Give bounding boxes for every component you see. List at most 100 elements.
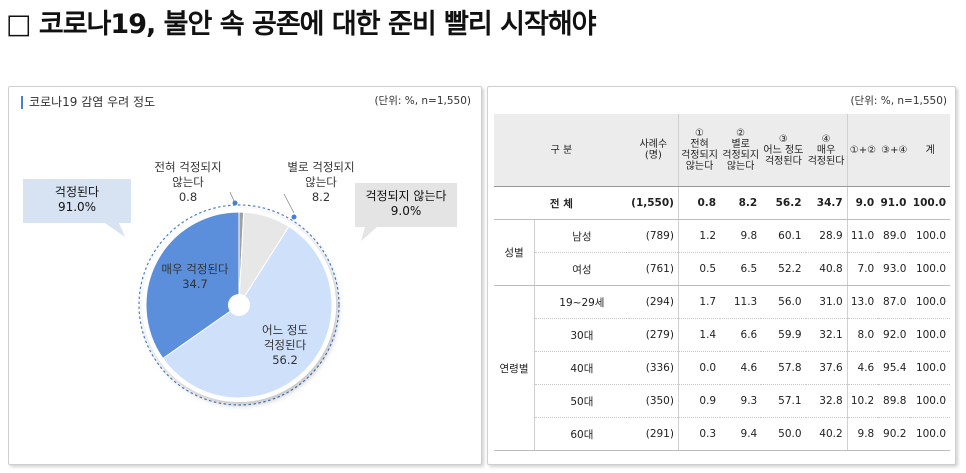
table-row: 연령별 19~29세 (294) 1.7 11.3 56.0 31.0 13.0 87.0 100… <box>494 285 950 451</box>
cell: 37.6 <box>805 351 848 385</box>
pie-chart <box>23 179 457 406</box>
cell: 50.0 <box>761 417 806 451</box>
label-not-at-all: 전혀 걱정되지 않는다 0.8 <box>143 160 233 205</box>
cell: 9.0 <box>846 186 879 220</box>
table-row: 40대 (336) 0.0 4.6 57.8 37.6 4.6 95.4 100.0 <box>494 351 950 385</box>
row-label: 40대 <box>534 351 629 385</box>
callout-noworry-bubble <box>355 183 457 241</box>
cell: 100.0 <box>910 219 950 253</box>
cell: 0.0 <box>677 351 721 385</box>
group-label: 성별 <box>494 219 535 286</box>
cell: 0.8 <box>677 186 721 220</box>
header-c4-l3: 걱정된다 <box>807 155 845 167</box>
header-c1-l2: 전혀 <box>690 139 709 150</box>
cell: 56.0 <box>761 285 806 319</box>
cell: 0.5 <box>677 252 721 286</box>
label-somewhat-l1: 어느 정도 <box>262 323 308 337</box>
header-c1-l3: 걱정되지 <box>681 150 718 161</box>
cell: 100.0 <box>910 417 950 451</box>
header-c1: ① 전혀 걱정되지 않는다 <box>677 114 721 187</box>
cell: 100.0 <box>910 186 950 220</box>
pie-panel-title: 코로나19 감염 우려 정도 <box>21 96 155 109</box>
label-somewhat: 어느 정도 걱정된다 56.2 <box>245 323 325 368</box>
callout-worry-bubble <box>23 179 131 237</box>
cell: 28.9 <box>805 219 848 253</box>
cell: 100.0 <box>910 252 950 286</box>
cell: 92.0 <box>878 318 911 352</box>
cell: (291) <box>628 417 679 451</box>
cell: 9.8 <box>720 219 762 253</box>
cell: 100.0 <box>910 318 950 352</box>
header-category: 구 분 <box>494 114 629 187</box>
callout-worry-value: 91.0% <box>57 200 97 214</box>
row-label: 남성 <box>534 219 629 253</box>
cell: 10.2 <box>846 384 879 418</box>
header-c3-l2: 어느 정도 <box>763 144 804 156</box>
label-not-much-l1: 별로 걱정되지 <box>287 160 355 174</box>
cell: (294) <box>628 285 679 319</box>
label-very: 매우 걱정된다 34.7 <box>147 262 243 292</box>
cell: 8.2 <box>720 186 762 220</box>
cell: 9.4 <box>720 417 762 451</box>
row-label: 50대 <box>534 384 629 418</box>
pie-unit: (단위: %, n=1,550) <box>374 95 471 107</box>
cell: 13.0 <box>846 285 879 319</box>
cell: 95.4 <box>878 351 911 385</box>
label-not-much-value: 8.2 <box>311 190 331 204</box>
leader-not-much <box>283 193 295 214</box>
cell: 89.8 <box>878 384 911 418</box>
cell: 60.1 <box>761 219 806 253</box>
cell: 9.8 <box>846 417 879 451</box>
table-unit: (단위: %, n=1,550) <box>850 95 947 107</box>
cell: (350) <box>628 384 679 418</box>
header-c2-l1: ② <box>736 128 746 139</box>
cell: 0.3 <box>677 417 721 451</box>
cell: 6.5 <box>720 252 762 286</box>
cell: 90.2 <box>878 417 911 451</box>
row-label: 30대 <box>534 318 629 352</box>
table-row: 30대 (279) 1.4 6.6 59.9 32.1 8.0 92.0 100.0 <box>494 318 950 352</box>
cell: 32.8 <box>805 384 848 418</box>
header-c12: ①+② <box>846 114 879 187</box>
row-label: 전 체 <box>494 186 629 220</box>
cell: 87.0 <box>878 285 911 319</box>
cell: 4.6 <box>720 351 762 385</box>
headline: □ 코로나19, 불안 속 공존에 대한 준비 빨리 시작해야 <box>6 9 596 40</box>
cell: 100.0 <box>910 351 950 385</box>
cell: 9.3 <box>720 384 762 418</box>
header-c2-l4: 않는다 <box>726 161 755 172</box>
header-c1-l1: ① <box>695 128 704 139</box>
header-n-l1: 사례수 <box>639 139 668 150</box>
header-n-l2: (명) <box>644 150 662 161</box>
cell: 32.1 <box>805 318 848 352</box>
cell: (279) <box>628 318 679 352</box>
ring-dot-a <box>232 200 238 206</box>
cell: 7.0 <box>846 252 879 286</box>
table-row: 50대 (350) 0.9 9.3 57.1 32.8 10.2 89.8 100.0 <box>494 384 950 418</box>
cell: 57.8 <box>761 351 806 385</box>
header-c4-l1: ④ <box>821 133 831 145</box>
cell: (789) <box>628 219 679 253</box>
table-row: 60대 (291) 0.3 9.4 50.0 40.2 9.8 90.2 100.0 <box>494 417 950 451</box>
label-not-at-all-value: 0.8 <box>178 190 198 204</box>
group-label: 연령별 <box>494 285 535 451</box>
cell: 40.2 <box>805 417 848 451</box>
callout-noworry-value: 9.0% <box>390 204 422 218</box>
label-very-l1: 매우 걱정된다 <box>161 262 229 276</box>
cell: 93.0 <box>878 252 911 286</box>
cell: 59.9 <box>761 318 806 352</box>
cell: 57.1 <box>761 384 806 418</box>
cell: 8.0 <box>846 318 879 352</box>
header-total: 계 <box>910 114 950 187</box>
table-body: 전 체 (1,550) 0.8 8.2 56.2 34.7 9.0 91.0 100.0 성별 남성… <box>494 186 950 451</box>
pie-slices <box>145 211 333 399</box>
cell: 91.0 <box>878 186 911 220</box>
results-table: 구 분 사례수 (명) ① 전혀 걱정되지 않는다 ② 별로 걱정되지 않는다 ③ 어느 정도 걱… <box>494 114 950 451</box>
pie-slice-3 <box>145 211 240 360</box>
header-c2-l3: 걱정되지 <box>722 150 760 161</box>
callout-worry: 걱정된다 91.0% <box>23 185 131 215</box>
table-row: 여성 (761) 0.5 6.5 52.2 40.8 7.0 93.0 100.0 <box>494 252 950 286</box>
cell: 52.2 <box>761 252 806 286</box>
label-somewhat-l2: 걱정된다 <box>263 338 307 352</box>
label-not-much-l2: 않는다 <box>305 175 337 189</box>
